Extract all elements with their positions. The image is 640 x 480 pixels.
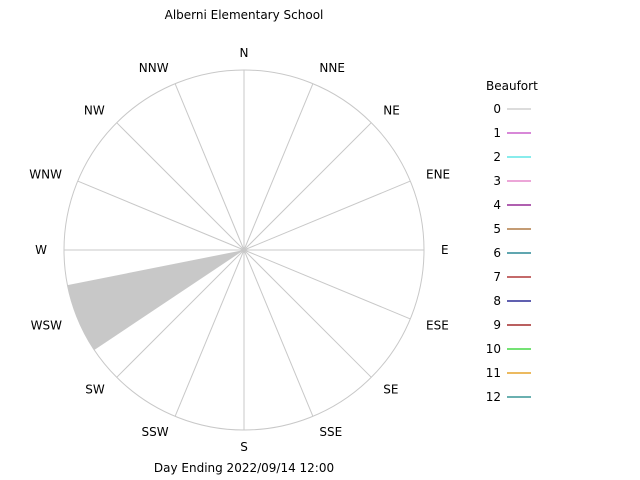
spoke-wnw	[77, 180, 245, 251]
legend-label-10: 10	[486, 342, 501, 356]
spoke-sw	[116, 249, 245, 378]
legend-label-1: 1	[493, 126, 501, 140]
legend-label-0: 0	[493, 102, 501, 116]
direction-label-w: W	[35, 243, 47, 257]
spoke-nw	[116, 122, 245, 251]
direction-label-sse: SSE	[319, 425, 342, 439]
direction-label-nnw: NNW	[139, 61, 169, 75]
legend-label-4: 4	[493, 198, 501, 212]
spoke-ene	[243, 180, 411, 251]
legend-label-8: 8	[493, 294, 501, 308]
spoke-nne	[243, 83, 314, 251]
direction-label-ene: ENE	[426, 168, 450, 182]
spoke-se	[243, 249, 372, 378]
direction-label-wsw: WSW	[31, 318, 62, 332]
direction-label-n: N	[240, 46, 249, 60]
direction-labels: N NNE NE ENE E ESE SE SSE S SSW SW WSW W WNW NW NNW	[29, 46, 450, 454]
spoke-ssw	[174, 249, 245, 417]
legend-label-11: 11	[486, 366, 501, 380]
legend-label-6: 6	[493, 246, 501, 260]
spoke-nnw	[174, 83, 245, 251]
direction-label-se: SE	[383, 382, 398, 396]
wedge-wsw-beaufort-0	[67, 250, 244, 350]
spoke-sse	[243, 249, 314, 417]
direction-label-ese: ESE	[426, 318, 449, 332]
direction-label-e: E	[441, 243, 449, 257]
legend-label-2: 2	[493, 150, 501, 164]
legend-label-3: 3	[493, 174, 501, 188]
direction-label-wnw: WNW	[29, 168, 62, 182]
legend-label-5: 5	[493, 222, 501, 236]
spoke-ne	[243, 122, 372, 251]
legend-label-9: 9	[493, 318, 501, 332]
legend-label-7: 7	[493, 270, 501, 284]
direction-label-sw: SW	[85, 382, 105, 396]
chart-subtitle: Day Ending 2022/09/14 12:00	[154, 461, 334, 475]
direction-label-nw: NW	[84, 104, 105, 118]
rose-wedges	[67, 250, 244, 350]
direction-label-ne: NE	[383, 104, 400, 118]
spoke-ese	[243, 249, 411, 320]
chart-title: Alberni Elementary School	[165, 8, 324, 22]
direction-label-ssw: SSW	[141, 425, 168, 439]
legend-title: Beaufort	[486, 79, 538, 93]
direction-label-s: S	[240, 440, 248, 454]
direction-label-nne: NNE	[319, 61, 345, 75]
legend-label-12: 12	[486, 390, 501, 404]
